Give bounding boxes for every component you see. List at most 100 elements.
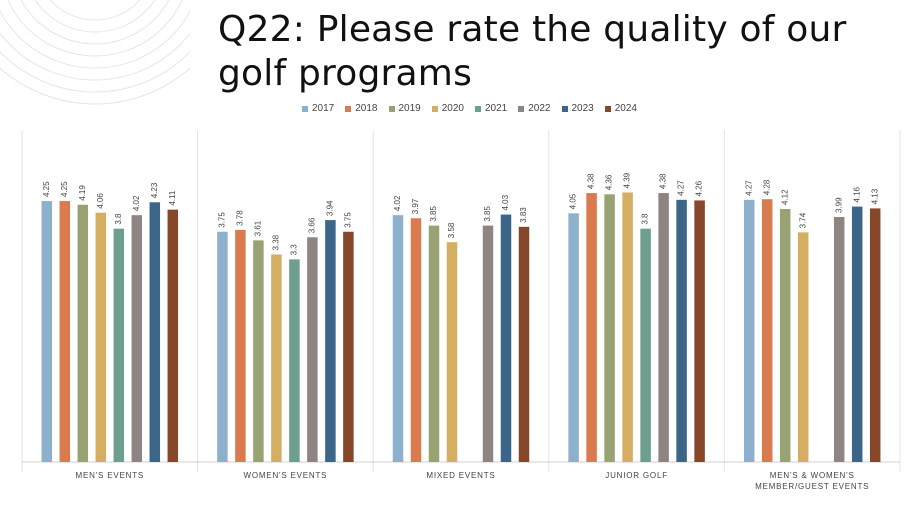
bar-2023 bbox=[851, 206, 863, 462]
bar-2021 bbox=[289, 259, 300, 462]
data-label: 4.12 bbox=[780, 189, 789, 205]
bar-2019 bbox=[604, 194, 615, 462]
bar-2022 bbox=[482, 225, 494, 462]
data-label: 3.97 bbox=[411, 198, 420, 214]
data-label: 4.36 bbox=[605, 174, 614, 190]
data-label: 3.78 bbox=[236, 210, 245, 226]
data-label: 3.85 bbox=[429, 205, 438, 221]
data-label: 3.75 bbox=[344, 212, 353, 228]
bar-2024 bbox=[518, 226, 530, 462]
bar-2017 bbox=[392, 215, 404, 462]
data-label: 4.38 bbox=[587, 173, 596, 189]
data-label: 3.94 bbox=[326, 200, 335, 216]
data-label: 4.25 bbox=[42, 181, 51, 197]
bar-2022 bbox=[833, 217, 845, 462]
bar-2020 bbox=[271, 254, 282, 462]
bar-2018 bbox=[761, 199, 773, 462]
bar-2021 bbox=[640, 228, 651, 462]
page-title: Q22: Please rate the quality of our golf… bbox=[218, 9, 847, 94]
legend-item-2024: 2024 bbox=[604, 103, 637, 114]
bar-2023 bbox=[149, 202, 161, 462]
data-label: 3.83 bbox=[519, 207, 528, 223]
bar-2023 bbox=[676, 199, 687, 462]
bar-2017 bbox=[743, 199, 755, 462]
data-label: 3.85 bbox=[483, 205, 492, 221]
data-label: 4.13 bbox=[870, 188, 879, 204]
category-label: MEMBER/GUEST EVENTS bbox=[755, 482, 869, 491]
data-label: 3.38 bbox=[272, 234, 281, 250]
legend-label: 2017 bbox=[312, 103, 335, 114]
data-label: 4.19 bbox=[78, 185, 87, 201]
data-label: 3.61 bbox=[254, 220, 263, 236]
bar-2020 bbox=[446, 242, 458, 462]
data-label: 4.38 bbox=[659, 173, 668, 189]
data-label: 3.3 bbox=[290, 244, 299, 256]
data-label: 4.27 bbox=[677, 180, 686, 196]
data-label: 4.23 bbox=[150, 182, 159, 198]
data-label: 3.75 bbox=[218, 212, 227, 228]
category-label: MEN'S & WOMEN'S bbox=[770, 471, 855, 480]
data-label: 4.27 bbox=[744, 180, 753, 196]
data-label: 4.03 bbox=[501, 194, 510, 210]
bar-2018 bbox=[59, 201, 71, 463]
data-label: 3.58 bbox=[447, 222, 456, 238]
bar-2019 bbox=[253, 240, 264, 462]
bar-2022 bbox=[307, 237, 318, 462]
bar-2019 bbox=[428, 225, 440, 462]
legend-item-2017: 2017 bbox=[302, 103, 334, 114]
data-label: 3.74 bbox=[798, 212, 807, 228]
category-label: WOMEN'S EVENTS bbox=[243, 471, 327, 480]
bar-2019 bbox=[77, 204, 89, 462]
data-label: 4.02 bbox=[132, 195, 141, 211]
data-label: 4.06 bbox=[96, 193, 105, 209]
data-label: 4.16 bbox=[852, 186, 861, 202]
bar-2020 bbox=[622, 192, 633, 463]
bar-2024 bbox=[869, 208, 881, 462]
bar-2018 bbox=[586, 193, 597, 462]
data-label: 3.66 bbox=[308, 217, 317, 233]
data-label: 3.8 bbox=[641, 213, 650, 225]
legend-label: 2023 bbox=[571, 103, 594, 114]
category-label: MIXED EVENTS bbox=[426, 471, 495, 480]
category-label: JUNIOR GOLF bbox=[605, 471, 668, 480]
legend-item-2023: 2023 bbox=[561, 103, 594, 114]
bar-2023 bbox=[325, 220, 336, 462]
bar-2024 bbox=[343, 231, 354, 462]
data-label: 4.28 bbox=[762, 179, 771, 195]
bar-2019 bbox=[779, 209, 791, 462]
legend-item-2019: 2019 bbox=[388, 103, 421, 114]
bar-2022 bbox=[658, 193, 669, 462]
data-label: 4.02 bbox=[393, 195, 402, 211]
bar-2020 bbox=[95, 212, 107, 462]
legend-swatch bbox=[302, 105, 308, 112]
decorative-arcs bbox=[0, 0, 190, 105]
bar-2022 bbox=[131, 215, 143, 462]
bar-2017 bbox=[568, 213, 579, 462]
legend-label: 2020 bbox=[441, 103, 464, 114]
data-label: 3.99 bbox=[834, 197, 843, 213]
legend-swatch bbox=[518, 105, 525, 112]
bar-2017 bbox=[41, 201, 53, 463]
legend-item-2022: 2022 bbox=[518, 103, 551, 114]
legend-item-2018: 2018 bbox=[345, 103, 378, 114]
legend-item-2021: 2021 bbox=[475, 103, 507, 114]
bar-2023 bbox=[500, 214, 512, 462]
bar-2024 bbox=[167, 209, 179, 462]
legend-label: 2019 bbox=[398, 103, 421, 114]
legend-swatch bbox=[388, 105, 395, 112]
bar-2024 bbox=[694, 200, 705, 462]
legend-swatch bbox=[604, 105, 611, 112]
legend-swatch bbox=[475, 105, 481, 112]
data-label: 4.05 bbox=[569, 193, 578, 209]
legend-label: 2021 bbox=[485, 103, 508, 114]
bar-2018 bbox=[410, 218, 422, 462]
data-label: 4.39 bbox=[623, 172, 632, 188]
bar-2017 bbox=[217, 231, 228, 462]
legend-label: 2022 bbox=[528, 103, 551, 114]
legend-item-2020: 2020 bbox=[431, 103, 464, 114]
legend-label: 2024 bbox=[614, 103, 637, 114]
bar-2021 bbox=[113, 228, 125, 462]
legend-label: 2018 bbox=[355, 103, 378, 114]
data-label: 4.26 bbox=[695, 180, 704, 196]
